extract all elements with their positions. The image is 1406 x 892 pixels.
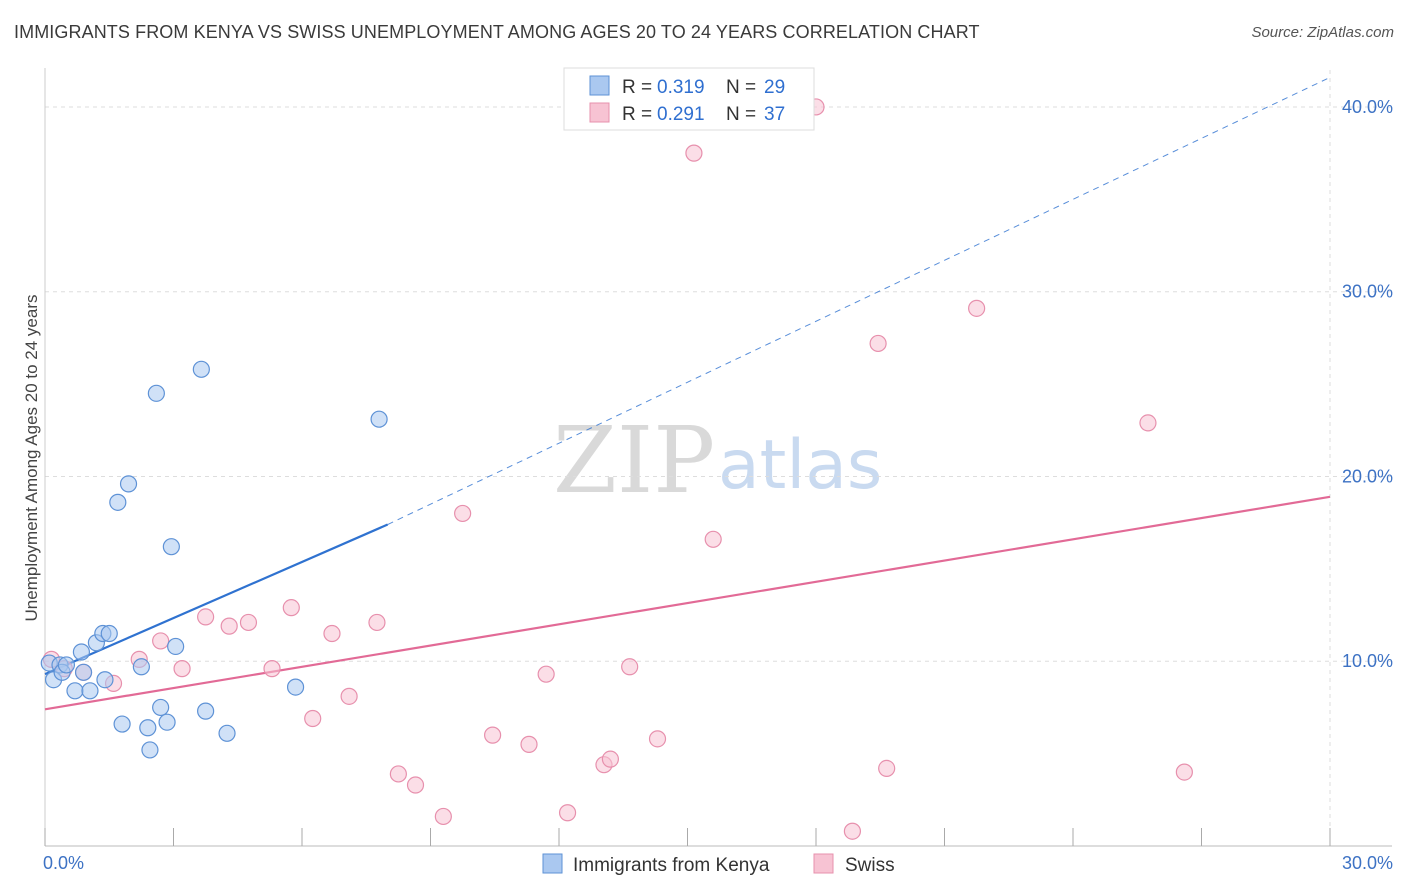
point-kenya (141, 741, 159, 759)
point-swiss (282, 599, 300, 617)
point-swiss (340, 687, 358, 705)
point-kenya (370, 410, 388, 428)
y-tick-label: 20.0% (1342, 466, 1393, 486)
trend-line-kenya-extension (387, 76, 1331, 525)
point-swiss (304, 709, 322, 728)
point-swiss (537, 665, 555, 683)
point-swiss (197, 608, 215, 626)
legend-n-value-kenya: 29 (764, 77, 785, 98)
legend-r-label-swiss: R = (622, 104, 652, 125)
point-swiss (685, 144, 703, 162)
point-swiss (621, 658, 639, 676)
series-legend: Immigrants from Kenya Swiss (542, 853, 895, 876)
point-swiss (1139, 414, 1157, 432)
tick-labels: 10.0% 20.0% 30.0% 40.0% 0.0% 30.0% (43, 97, 1393, 873)
point-kenya (158, 713, 176, 731)
trend-lines (44, 76, 1331, 711)
point-swiss (220, 617, 238, 635)
y-tick-label: 10.0% (1342, 651, 1393, 671)
point-swiss (648, 730, 667, 748)
legend-n-value-swiss: 37 (764, 104, 785, 125)
point-kenya (119, 475, 138, 493)
source-credit: Source: ZipAtlas.com (1251, 24, 1394, 41)
point-kenya (152, 698, 170, 717)
point-kenya (218, 724, 236, 742)
point-swiss (239, 613, 258, 632)
watermark-atlas: atlas (718, 426, 882, 505)
x-tick-label-max: 30.0% (1342, 853, 1393, 873)
point-swiss (434, 807, 452, 826)
point-kenya (74, 663, 93, 681)
point-swiss (389, 765, 407, 783)
point-kenya (96, 671, 114, 689)
point-kenya (167, 637, 185, 656)
point-kenya (113, 715, 131, 733)
point-swiss (601, 750, 620, 768)
legend-r-label-kenya: R = (622, 77, 652, 98)
point-kenya (162, 538, 180, 556)
bottom-legend-label-kenya: Immigrants from Kenya (573, 855, 770, 876)
point-swiss (454, 504, 472, 523)
point-kenya (197, 702, 215, 720)
bottom-legend-swatch-swiss (813, 853, 834, 874)
point-swiss (173, 660, 191, 678)
point-swiss (1175, 763, 1193, 781)
point-kenya (100, 624, 118, 643)
y-tick-label: 30.0% (1342, 282, 1393, 302)
point-kenya (66, 682, 84, 700)
point-kenya (192, 360, 210, 378)
bottom-legend-swatch-kenya (542, 853, 563, 874)
trend-line-kenya (44, 523, 389, 676)
legend-r-value-swiss: 0.291 (657, 104, 705, 125)
point-swiss (152, 632, 170, 650)
trend-line-swiss (44, 495, 1331, 711)
data-points (40, 98, 1193, 840)
axes (44, 68, 1392, 847)
point-swiss (323, 624, 341, 643)
y-tick-label: 40.0% (1342, 97, 1393, 117)
point-swiss (484, 726, 502, 744)
point-swiss (869, 334, 887, 353)
point-kenya (147, 384, 165, 402)
bottom-legend-label-swiss: Swiss (845, 855, 895, 876)
legend-n-label-kenya: N = (726, 77, 756, 98)
point-swiss (843, 822, 862, 840)
point-swiss (558, 804, 577, 822)
legend-swatch-swiss (589, 102, 610, 123)
legend-r-value-kenya: 0.319 (657, 77, 705, 98)
point-kenya (72, 643, 91, 661)
point-kenya (139, 719, 157, 737)
correlation-legend: R = 0.319 N = 29 R = 0.291 N = 37 (563, 67, 815, 131)
point-swiss (263, 660, 281, 678)
point-kenya (109, 493, 127, 511)
point-kenya (286, 678, 305, 696)
point-swiss (406, 776, 425, 794)
chart-title: IMMIGRANTS FROM KENYA VS SWISS UNEMPLOYM… (14, 22, 980, 42)
x-tick-label-min: 0.0% (43, 853, 84, 873)
point-swiss (368, 613, 386, 632)
legend-n-label-swiss: N = (726, 104, 756, 125)
point-swiss (878, 759, 896, 778)
legend-swatch-kenya (589, 75, 610, 96)
point-kenya (132, 658, 150, 676)
point-swiss (520, 735, 538, 753)
watermark-zip: ZIP (553, 407, 715, 514)
point-kenya (81, 682, 99, 700)
y-axis-label: Unemployment Among Ages 20 to 24 years (22, 295, 41, 622)
point-swiss (704, 530, 722, 548)
point-swiss (968, 299, 986, 317)
point-kenya (57, 656, 76, 674)
